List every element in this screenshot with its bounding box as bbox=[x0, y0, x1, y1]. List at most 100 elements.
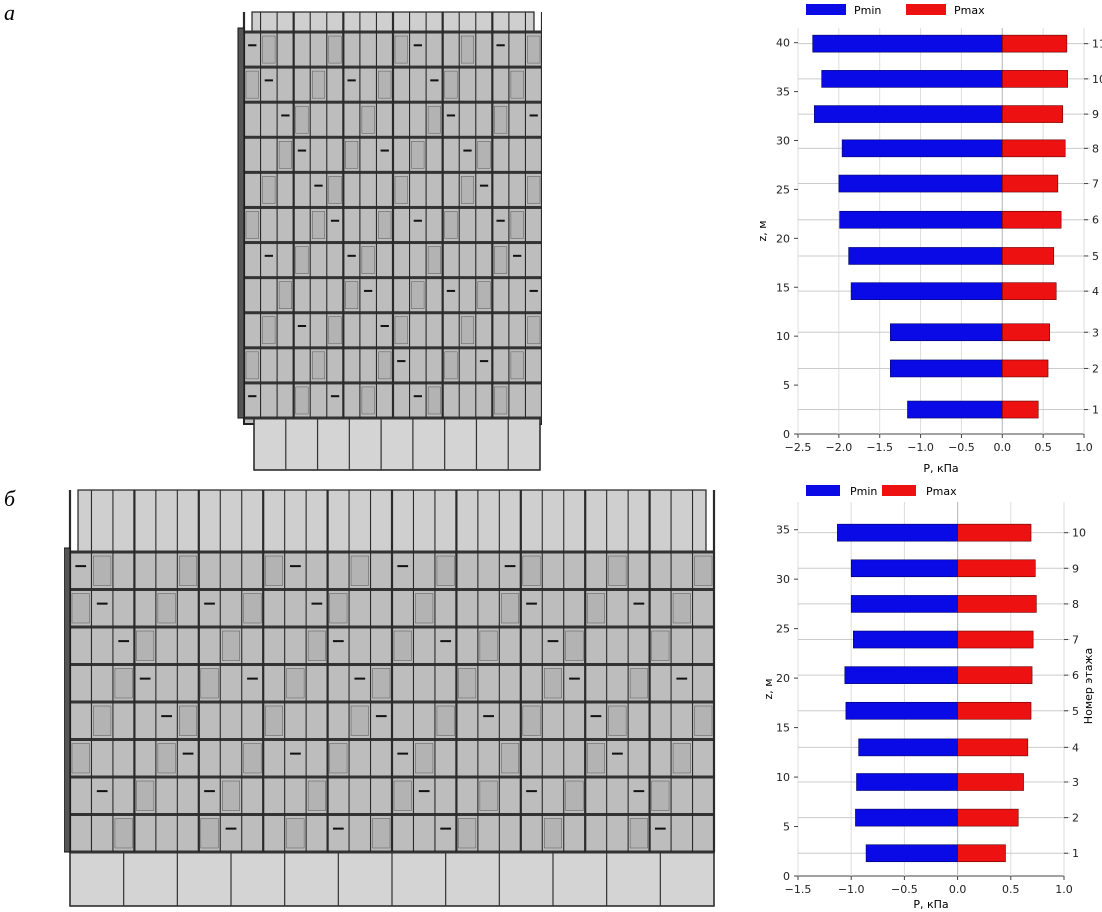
window-pane bbox=[136, 630, 155, 661]
window-pane bbox=[651, 630, 670, 661]
window-transom bbox=[479, 360, 489, 363]
building-b-facade bbox=[64, 489, 716, 907]
window-pane bbox=[394, 316, 408, 345]
window-pane bbox=[415, 593, 434, 624]
y-tick-label: 15 bbox=[776, 281, 790, 294]
y-tick-label: 35 bbox=[776, 524, 790, 537]
window-pane bbox=[328, 316, 342, 345]
floor-number: 4 bbox=[1072, 741, 1079, 754]
window-pane bbox=[93, 705, 112, 736]
window-pane bbox=[378, 70, 392, 99]
window-transom bbox=[479, 184, 489, 187]
window-pane bbox=[93, 555, 112, 586]
window-pane bbox=[286, 668, 305, 699]
floor-number: 3 bbox=[1072, 776, 1079, 789]
bar-pmin bbox=[850, 559, 958, 578]
x-tick-label: −1.0 bbox=[907, 441, 934, 454]
window-pane bbox=[458, 668, 477, 699]
bar-pmin bbox=[853, 630, 958, 649]
bar-pmin bbox=[844, 666, 958, 684]
window-transom bbox=[248, 44, 257, 47]
bar-pmin bbox=[865, 844, 958, 863]
window-pane bbox=[71, 593, 90, 624]
bar-pmin bbox=[907, 400, 1003, 419]
window-pane bbox=[245, 351, 259, 380]
window-transom bbox=[75, 565, 87, 568]
window-transom bbox=[440, 827, 452, 830]
chart-a-xlabel: P, кПа bbox=[923, 462, 958, 475]
y-tick-label: 25 bbox=[776, 183, 790, 196]
window-transom bbox=[347, 254, 356, 257]
bar-pmax bbox=[957, 844, 1006, 863]
x-tick-label: 0.0 bbox=[949, 883, 967, 896]
x-tick-label: −0.5 bbox=[948, 441, 975, 454]
window-pane bbox=[307, 630, 326, 661]
floor-number: 11 bbox=[1092, 38, 1102, 51]
y-tick-label: 10 bbox=[776, 330, 790, 343]
window-pane bbox=[245, 211, 259, 239]
window-pane bbox=[200, 818, 219, 849]
y-tick-label: 30 bbox=[776, 573, 790, 586]
bar-pmax bbox=[957, 559, 1036, 578]
window-transom bbox=[118, 640, 130, 643]
window-pane bbox=[264, 555, 283, 586]
window-pane bbox=[394, 35, 408, 64]
window-transom bbox=[590, 715, 602, 718]
window-transom bbox=[397, 565, 409, 568]
x-tick-label: 0.0 bbox=[994, 441, 1012, 454]
window-pane bbox=[608, 555, 627, 586]
floor-number: 5 bbox=[1092, 250, 1099, 263]
x-tick-label: −1.0 bbox=[838, 883, 865, 896]
bar-pmax bbox=[1001, 247, 1055, 265]
window-transom bbox=[297, 149, 307, 152]
bar-pmin bbox=[839, 210, 1003, 229]
window-pane bbox=[460, 176, 475, 204]
legend-label-pmin: Pmin bbox=[850, 485, 877, 498]
window-transom bbox=[496, 219, 505, 222]
window-pane bbox=[460, 316, 475, 345]
window-pane bbox=[136, 780, 155, 811]
window-transom bbox=[247, 677, 258, 680]
chart-b-y2label: Номер этажа bbox=[1082, 648, 1095, 724]
window-transom bbox=[182, 752, 194, 755]
window-transom bbox=[446, 114, 456, 117]
window-pane bbox=[350, 705, 369, 736]
window-pane bbox=[222, 780, 240, 811]
y-tick-label: 5 bbox=[783, 379, 790, 392]
bar-pmin bbox=[821, 70, 1003, 88]
floor-number: 8 bbox=[1072, 598, 1079, 611]
bar-pmax bbox=[957, 808, 1019, 827]
window-pane bbox=[243, 593, 262, 624]
floor-number: 5 bbox=[1072, 705, 1079, 718]
window-transom bbox=[314, 184, 323, 187]
window-pane bbox=[510, 351, 524, 380]
window-transom bbox=[397, 752, 409, 755]
window-transom bbox=[513, 254, 522, 257]
bar-pmax bbox=[957, 666, 1033, 684]
window-transom bbox=[139, 677, 151, 680]
bar-pmax bbox=[1001, 400, 1039, 419]
floor-number: 3 bbox=[1092, 326, 1099, 339]
bar-pmin bbox=[838, 174, 1003, 193]
bar-pmin bbox=[855, 808, 958, 827]
window-pane bbox=[694, 555, 713, 586]
window-transom bbox=[463, 149, 472, 152]
bar-pmax bbox=[957, 595, 1037, 613]
floor-number: 2 bbox=[1072, 812, 1079, 825]
x-tick-label: 0.5 bbox=[1034, 441, 1052, 454]
window-pane bbox=[157, 743, 176, 774]
window-pane bbox=[527, 316, 541, 345]
x-tick-label: −2.0 bbox=[825, 441, 852, 454]
chart-b-ylabel: z, м bbox=[762, 678, 775, 699]
window-pane bbox=[311, 70, 326, 99]
window-pane bbox=[295, 105, 309, 134]
floor-number: 6 bbox=[1072, 669, 1079, 682]
window-pane bbox=[200, 668, 219, 699]
window-transom bbox=[204, 790, 215, 793]
window-transom bbox=[281, 114, 290, 117]
window-pane bbox=[286, 818, 305, 849]
window-pane bbox=[361, 105, 375, 134]
window-pane bbox=[393, 780, 412, 811]
